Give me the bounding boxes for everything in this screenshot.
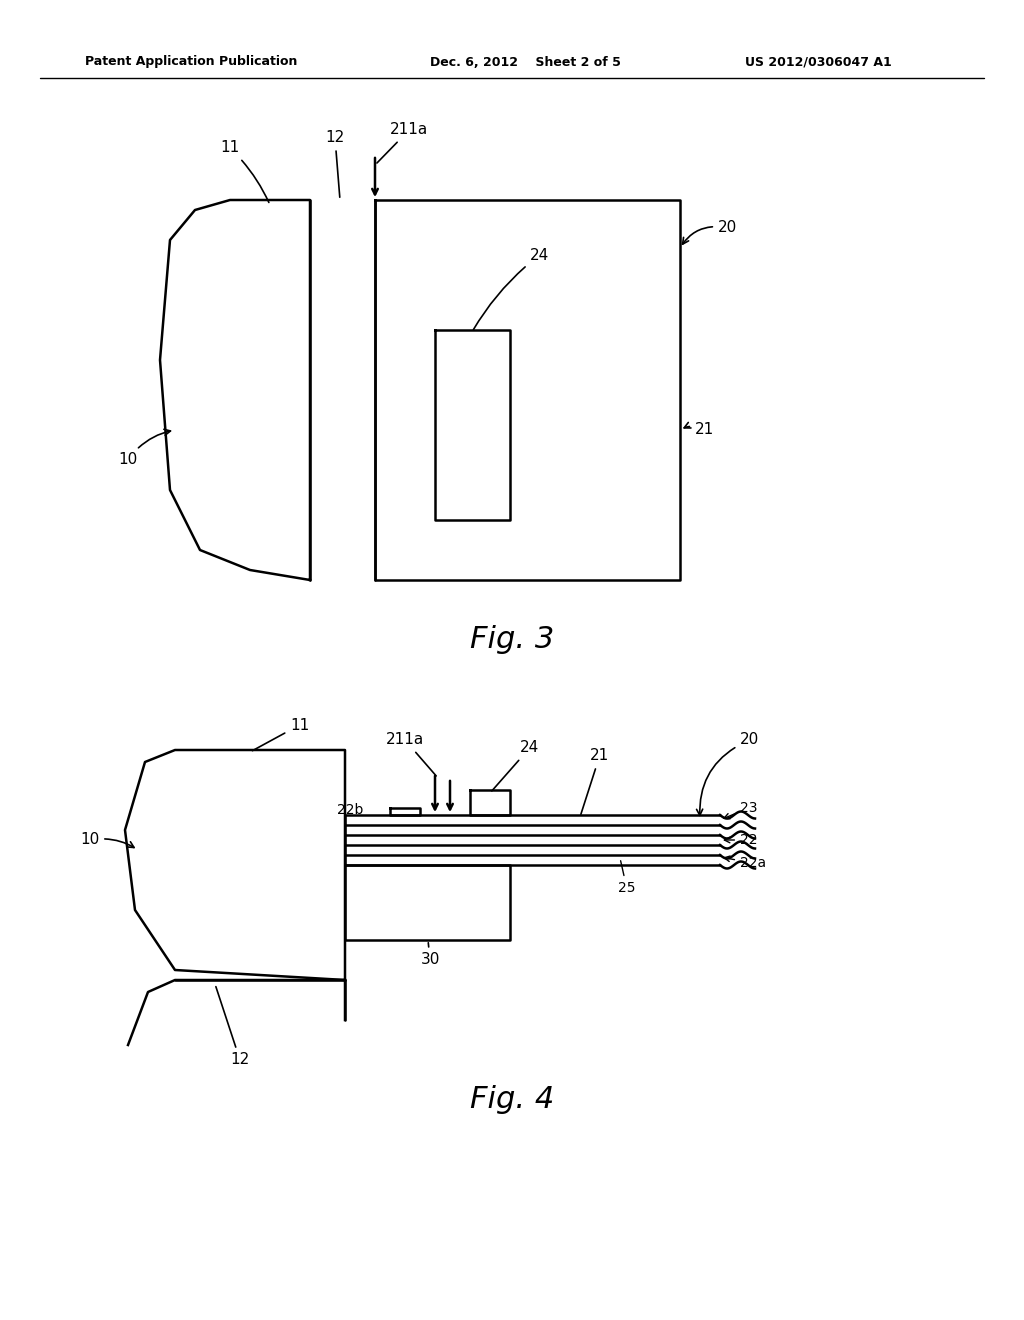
- Text: 21: 21: [684, 422, 715, 437]
- Text: 20: 20: [696, 733, 759, 816]
- Text: 21: 21: [581, 748, 609, 814]
- Text: 10: 10: [80, 833, 134, 847]
- Text: 24: 24: [492, 741, 540, 791]
- Text: 12: 12: [326, 131, 345, 197]
- Text: US 2012/0306047 A1: US 2012/0306047 A1: [745, 55, 892, 69]
- Text: Fig. 3: Fig. 3: [470, 626, 554, 655]
- Text: 23: 23: [724, 801, 758, 818]
- Text: 22a: 22a: [724, 855, 766, 870]
- Text: Fig. 4: Fig. 4: [470, 1085, 554, 1114]
- Text: Patent Application Publication: Patent Application Publication: [85, 55, 297, 69]
- Text: 22b: 22b: [337, 803, 362, 817]
- Text: 10: 10: [118, 429, 170, 467]
- Text: 20: 20: [683, 220, 737, 244]
- Text: 211a: 211a: [386, 733, 436, 776]
- Text: 24: 24: [473, 248, 549, 330]
- Text: 30: 30: [420, 942, 439, 968]
- Text: 22: 22: [724, 833, 758, 847]
- Text: 25: 25: [618, 861, 636, 895]
- Text: 211a: 211a: [377, 123, 428, 162]
- Text: 11: 11: [220, 140, 269, 202]
- Text: 12: 12: [216, 986, 250, 1068]
- Text: Dec. 6, 2012    Sheet 2 of 5: Dec. 6, 2012 Sheet 2 of 5: [430, 55, 621, 69]
- Text: 11: 11: [253, 718, 309, 751]
